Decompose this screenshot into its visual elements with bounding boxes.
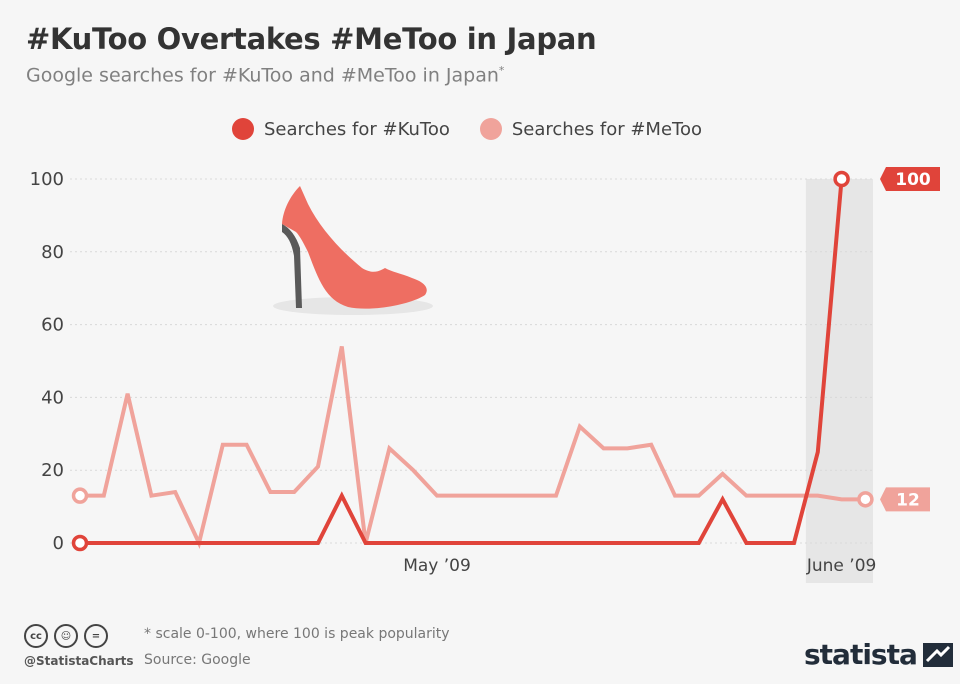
data-point-kutoo [71, 534, 89, 552]
end-label-kutoo: 100 [895, 170, 931, 190]
equals-icon: = [84, 624, 108, 648]
legend-label-metoo: Searches for #MeToo [511, 118, 702, 140]
series-line-kutoo [80, 178, 844, 545]
legend-swatch-metoo [479, 118, 502, 140]
series-markers: 100 12 [71, 167, 940, 552]
data-point-metoo [71, 487, 89, 504]
x-axis: May ’09 June ’09 [403, 556, 876, 576]
y-axis: 0 20 40 60 80 100 [30, 169, 64, 554]
cc-icon: cc [24, 624, 48, 648]
license-icons: cc ☺ = [24, 624, 108, 648]
x-tick-label: May ’09 [403, 556, 471, 576]
highlight-band [805, 179, 873, 583]
statista-logo: statista [804, 638, 953, 671]
footnote: * scale 0-100, where 100 is peak popular… [144, 626, 450, 642]
grid-lines [70, 178, 873, 544]
legend-item-kutoo: Searches for #KuToo [232, 118, 450, 140]
brand-name: statista [804, 638, 918, 671]
y-tick-label: 20 [41, 460, 64, 481]
end-label-metoo: 12 [896, 490, 920, 510]
y-tick-label: 0 [53, 533, 64, 554]
chart-subtitle: Google searches for #KuToo and #MeToo in… [26, 64, 504, 86]
subtitle-text: Google searches for #KuToo and #MeToo in… [26, 64, 499, 87]
y-tick-label: 40 [41, 387, 64, 408]
person-icon: ☺ [54, 624, 78, 648]
data-point-kutoo [833, 170, 850, 188]
series-line-metoo [80, 346, 866, 550]
statista-mark-icon [922, 642, 953, 667]
data-point-metoo [857, 491, 874, 508]
end-label-box-metoo [880, 487, 930, 512]
twitter-handle: @StatistaCharts [24, 654, 134, 668]
legend-label-kutoo: Searches for #KuToo [264, 118, 450, 140]
legend: Searches for #KuToo Searches for #MeToo [232, 118, 702, 140]
chart-title: #KuToo Overtakes #MeToo in Japan [26, 22, 597, 56]
y-tick-label: 60 [41, 315, 64, 336]
y-tick-label: 80 [41, 242, 64, 263]
legend-item-metoo: Searches for #MeToo [479, 118, 702, 140]
high-heel-shoe-icon [273, 186, 433, 315]
subtitle-footnote-mark: * [498, 64, 505, 77]
y-tick-label: 100 [30, 169, 64, 190]
end-label-box-kutoo [880, 167, 940, 191]
x-tick-label: June ’09 [806, 556, 876, 576]
series-lines [80, 178, 866, 550]
legend-swatch-kutoo [232, 118, 254, 140]
source-text: Source: Google [144, 652, 251, 668]
